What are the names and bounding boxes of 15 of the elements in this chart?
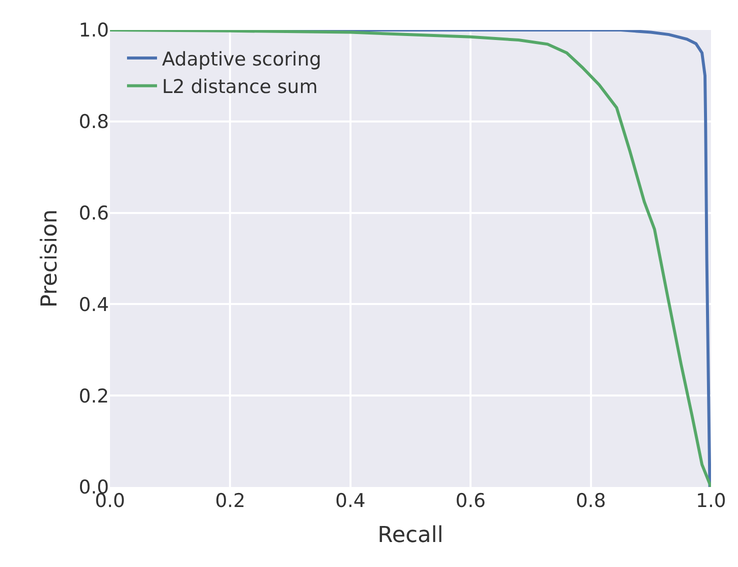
y-tick-label: 1.0 (78, 20, 109, 42)
x-tick-label: 0.8 (576, 490, 606, 512)
x-tick-label: 0.6 (455, 490, 486, 512)
legend-label: Adaptive scoring (162, 48, 322, 70)
y-tick-label: 0.4 (78, 294, 109, 316)
y-axis-title: Precision (38, 209, 63, 308)
line-series (110, 30, 711, 487)
x-tick-label: 0.2 (215, 490, 246, 512)
legend-label: L2 distance sum (162, 76, 318, 98)
y-tick-label: 0.6 (78, 202, 109, 224)
x-tick-label: 1.0 (696, 490, 726, 512)
x-axis-title: Recall (378, 522, 444, 548)
x-tick-label: 0.4 (335, 490, 366, 512)
y-tick-label: 0.2 (78, 385, 109, 408)
y-tick-label: 0.8 (78, 111, 109, 134)
